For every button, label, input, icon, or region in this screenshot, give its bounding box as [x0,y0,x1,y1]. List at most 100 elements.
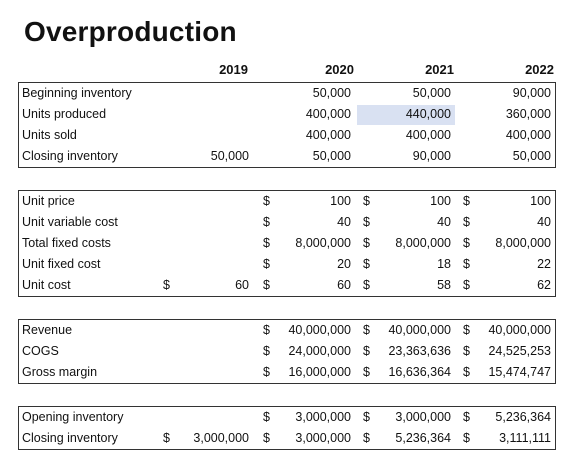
currency-symbol: $ [263,344,270,358]
value-cell-2021: 40 [437,215,451,229]
value-cell-2020: 20 [337,257,351,271]
value-cell-2022: 40,000,000 [488,323,551,337]
value-cell-2022: 8,000,000 [495,236,551,250]
currency-symbol: $ [363,278,370,292]
value-cell-2022: 400,000 [505,128,551,142]
currency-symbol: $ [363,215,370,229]
value-cell-2021: 3,000,000 [395,410,451,424]
currency-symbol: $ [263,194,270,208]
value-cell-2022: 50,000 [512,149,551,163]
value-cell-2020: 50,000 [312,149,351,163]
value-cell-2021: 18 [437,257,451,271]
currency-symbol: $ [463,323,470,337]
currency-symbol: $ [363,257,370,271]
row-label: Beginning inventory [22,86,132,100]
value-cell-2021: 400,000 [405,128,451,142]
value-cell-2021: 58 [437,278,451,292]
value-cell-2022: 3,111,111 [499,431,551,445]
value-cell-2022: 90,000 [512,86,551,100]
row-label: Unit cost [22,278,71,292]
value-cell-2019: 50,000 [210,149,249,163]
currency-symbol: $ [363,194,370,208]
value-cell-2021: 8,000,000 [395,236,451,250]
inventory-units-table: Beginning inventory 50,000 50,000 90,000 Uni… [18,82,556,168]
value-cell-2020: 400,000 [305,128,351,142]
value-cell-2022: 22 [537,257,551,271]
table-row: Revenue $40,000,000 $40,000,000 $40,000,000 [19,320,555,341]
table-row: Units sold 400,000 400,000 400,000 [19,125,555,146]
inventory-value-table: Opening inventory $3,000,000 $3,000,000 $5,… [18,406,556,450]
currency-symbol: $ [463,344,470,358]
value-cell-2021: 5,236,364 [395,431,451,445]
table-row: Opening inventory $3,000,000 $3,000,000 $5,… [19,407,555,428]
value-cell-2020: 40,000,000 [288,323,351,337]
currency-symbol: $ [263,257,270,271]
currency-symbol: $ [363,236,370,250]
value-cell-2020: 400,000 [305,107,351,121]
highlighted-cell-2021 [357,105,455,125]
year-header-row: 2019 2020 2021 2022 [18,62,556,80]
table-row: Closing inventory 50,000 50,000 90,000 50,00… [19,146,555,167]
value-cell-2022: 24,525,253 [488,344,551,358]
row-label: Closing inventory [22,431,118,445]
value-cell-2022: 62 [537,278,551,292]
currency-symbol: $ [463,257,470,271]
value-cell-2020: 24,000,000 [288,344,351,358]
value-cell-2021: 50,000 [412,86,451,100]
value-cell-2020: 60 [337,278,351,292]
value-cell-2020: 40 [337,215,351,229]
row-label: Unit fixed cost [22,257,101,271]
table-row: Total fixed costs $8,000,000 $8,000,000 $8,… [19,233,555,254]
value-cell-2022: 100 [530,194,551,208]
year-header-2021: 2021 [425,62,454,77]
currency-symbol: $ [363,410,370,424]
value-cell-2020: 100 [330,194,351,208]
row-label: Unit variable cost [22,215,118,229]
value-cell-2022: 5,236,364 [495,410,551,424]
year-header-2022: 2022 [525,62,554,77]
unit-cost-table: Unit price $100 $100 $100 Unit variable cost… [18,190,556,297]
value-cell-2020: 50,000 [312,86,351,100]
table-row: Units produced 400,000 440,000 360,000 [19,104,555,125]
table-row: Unit fixed cost $20 $18 $22 [19,254,555,275]
year-header-2020: 2020 [325,62,354,77]
row-label: COGS [22,344,59,358]
currency-symbol: $ [363,365,370,379]
currency-symbol: $ [463,236,470,250]
value-cell-2021: 40,000,000 [388,323,451,337]
table-row: Closing inventory $3,000,000 $3,000,000 $5,… [19,428,555,449]
year-header-2019: 2019 [219,62,248,77]
table-row: Beginning inventory 50,000 50,000 90,000 [19,83,555,104]
value-cell-2022: 40 [537,215,551,229]
currency-symbol: $ [263,278,270,292]
currency-symbol: $ [463,365,470,379]
currency-symbol: $ [263,236,270,250]
row-label: Closing inventory [22,149,118,163]
currency-symbol: $ [363,431,370,445]
value-cell-2022: 15,474,747 [488,365,551,379]
row-label: Opening inventory [22,410,124,424]
value-cell-2021: 440,000 [405,107,451,121]
row-label: Unit price [22,194,75,208]
value-cell-2021: 23,363,636 [388,344,451,358]
table-row: COGS $24,000,000 $23,363,636 $24,525,253 [19,341,555,362]
table-row: Unit price $100 $100 $100 [19,191,555,212]
income-table: Revenue $40,000,000 $40,000,000 $40,000,000… [18,319,556,384]
row-label: Units produced [22,107,107,121]
currency-symbol: $ [463,194,470,208]
value-cell-2019: 60 [235,278,249,292]
currency-symbol: $ [263,431,270,445]
value-cell-2020: 3,000,000 [295,431,351,445]
table-row: Gross margin $16,000,000 $16,636,364 $15,47… [19,362,555,383]
currency-symbol: $ [463,431,470,445]
value-cell-2019: 3,000,000 [193,431,249,445]
table-row: Unit variable cost $40 $40 $40 [19,212,555,233]
value-cell-2021: 90,000 [412,149,451,163]
currency-symbol: $ [363,323,370,337]
currency-symbol: $ [463,278,470,292]
row-label: Revenue [22,323,73,337]
currency-symbol: $ [263,323,270,337]
value-cell-2020: 16,000,000 [288,365,351,379]
row-label: Gross margin [22,365,98,379]
currency-symbol: $ [463,215,470,229]
